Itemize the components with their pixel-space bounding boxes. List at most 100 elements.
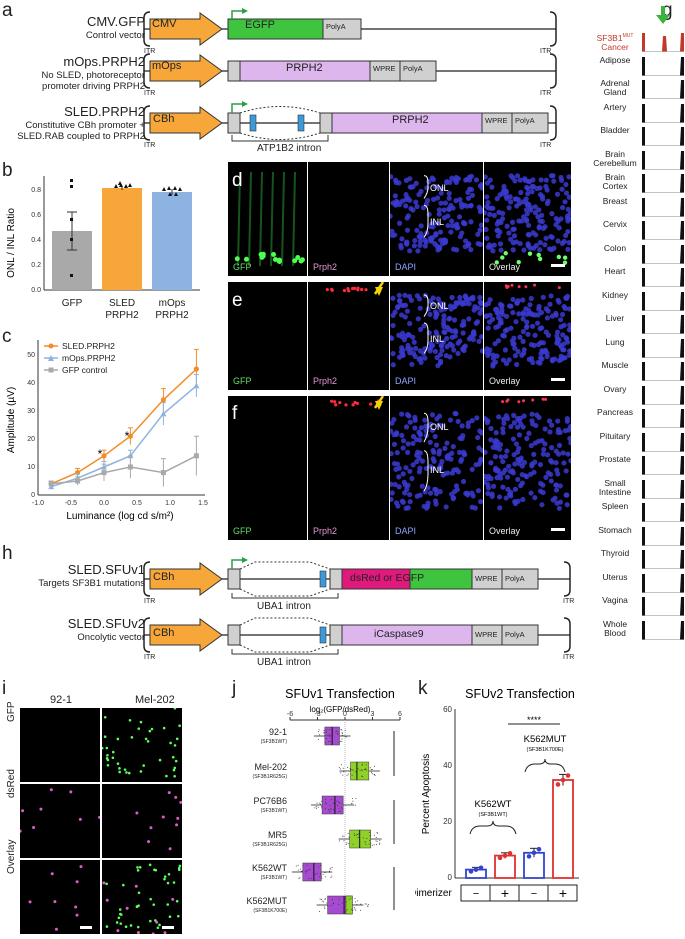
xtick-j: 3 [371,711,375,718]
tissue-label: Brain Cerebellum [590,150,640,168]
polya-sled: PolyA [515,116,535,125]
bar-chart-b: ONL / INL Ratio 0.0 0.2 0.4 0.6 0.8 GFP … [0,168,215,338]
micrograph-d-dapi: ONL INL DAPI [390,162,483,276]
ylabel-b: ONL / INL Ratio [6,208,17,278]
tissue-track [642,406,684,430]
label-k562-wt: K562WT [475,799,512,810]
sig-star: * [125,429,130,443]
tissue-track [642,524,684,548]
tissue-track [642,54,684,78]
row-name-j: MR5 [268,830,287,840]
inl-label: INL [430,334,444,344]
legend-gfp: GFP control [62,365,107,375]
tissue-label: Lung [590,338,640,347]
xlabel-c: Luminance (log cd s/m²) [66,511,173,522]
ytick-k: 0 [448,873,453,882]
panel-label-i: i [2,678,6,700]
intron-uba1: UBA1 intron [257,601,311,612]
ytick-k: 60 [443,705,452,714]
tissue-label: Pancreas [590,408,640,417]
tissue-label: Artery [590,103,640,112]
row-geno-j: (SF3B1R625G) [253,774,288,780]
data-point-k [566,773,571,778]
micrograph-label: DAPI [395,526,416,536]
box [303,863,321,881]
sub-k562-mut: (SF3B1K700E) [527,747,564,753]
polya-h2: PolyA [505,630,525,639]
gtex-tissue-panel: SF3B1MUT Cancer Adipose Adrenal Gland Artery B… [590,30,685,630]
row-geno-j: (SF3B1WT) [261,739,288,745]
tissue-label: Uterus [590,573,640,582]
tissue-label: Prostate [590,455,640,464]
panel-i-image [20,784,100,858]
intron-atp1b2: ATP1B2 intron [257,143,321,154]
tissue-label: Thyroid [590,549,640,558]
xcat-b: SLED [109,298,135,309]
tissue-track [642,101,684,125]
ytick-c: 40 [27,380,35,387]
inl-label: INL [430,217,444,227]
wpre-mops: WPRE [373,64,396,73]
dimerizer-label: Dimerizer [415,888,452,899]
tissue-label: SF3B1MUT Cancer [590,32,640,52]
panel-label-f: f [232,403,237,425]
xtick-j: 0 [343,711,347,718]
xtick-c: 0.0 [99,500,109,507]
tissue-label: Ovary [590,385,640,394]
row-geno-j: (SF3B1K700E) [253,908,287,914]
micrograph-label: GFP [233,526,252,536]
data-point-k [503,853,508,858]
micrograph-label: Overlay [489,262,520,272]
gene-dsred-egfp: dsRed or EGFP [350,572,424,584]
row-gfp: GFP [6,701,17,722]
promoter-cmv: CMV [152,18,176,30]
bar-sled-prph2 [102,188,142,290]
data-point-k [479,866,484,871]
ytick-k: 40 [443,761,452,770]
polya-h1: PolyA [505,574,525,583]
ytick-k: 20 [443,817,452,826]
construct-sub-mops-prph2: No SLED, photoreceptor promoter driving P… [0,70,145,92]
panel-label-a: a [2,0,13,22]
tissue-label: Stomach [590,526,640,535]
panel-i-image [102,708,182,782]
gene-prph2-sled: PRPH2 [392,114,429,126]
micrograph-e-dapi: ONL INL DAPI [390,282,483,390]
tissue-track [642,265,684,289]
tissue-label: Kidney [590,291,640,300]
row-name-j: 92-1 [269,727,287,737]
tissue-track [642,383,684,407]
onl-label: ONL [430,301,449,311]
data-point-k [537,847,542,852]
tissue-track [642,500,684,524]
data-point [194,453,199,458]
construct-name-sfuv1: SLED.SFUv1 [68,562,145,577]
polya-1: PolyA [326,22,346,31]
promoter-cbh-h1: CBh [153,571,174,583]
gene-icaspase9: iCaspase9 [374,628,424,640]
tissue-track [642,477,684,501]
tissue-track [642,30,684,54]
micrograph-label: Prph2 [313,376,337,386]
col-mel-202: Mel-202 [135,694,175,706]
gene-egfp: EGFP [245,19,275,31]
micrograph-e-prph2: Prph2 [308,282,389,390]
promoter-mops: mOps [152,60,181,72]
col-92-1: 92-1 [50,694,72,706]
construct-sub-sfuv1: Targets SF3B1 mutations [38,578,145,589]
tissue-label: Brain Cortex [590,173,640,191]
data-point-k [498,856,503,861]
xtick-c: 1.0 [165,500,175,507]
data-point [161,470,166,475]
legend-mops: mOps.PRPH2 [62,353,116,363]
construct-sub-cmv-gfp: Control vector [86,30,145,41]
data-point-k [474,867,479,872]
polya-mops: PolyA [403,64,423,73]
itr-label: ITR [563,598,574,605]
onl-label: ONL [430,422,449,432]
tissue-label: Cervix [590,220,640,229]
tissue-label: Spleen [590,502,640,511]
micrograph-label: GFP [233,376,252,386]
green-arrow-icon [656,6,670,26]
construct-mops-prph2 [144,54,556,88]
